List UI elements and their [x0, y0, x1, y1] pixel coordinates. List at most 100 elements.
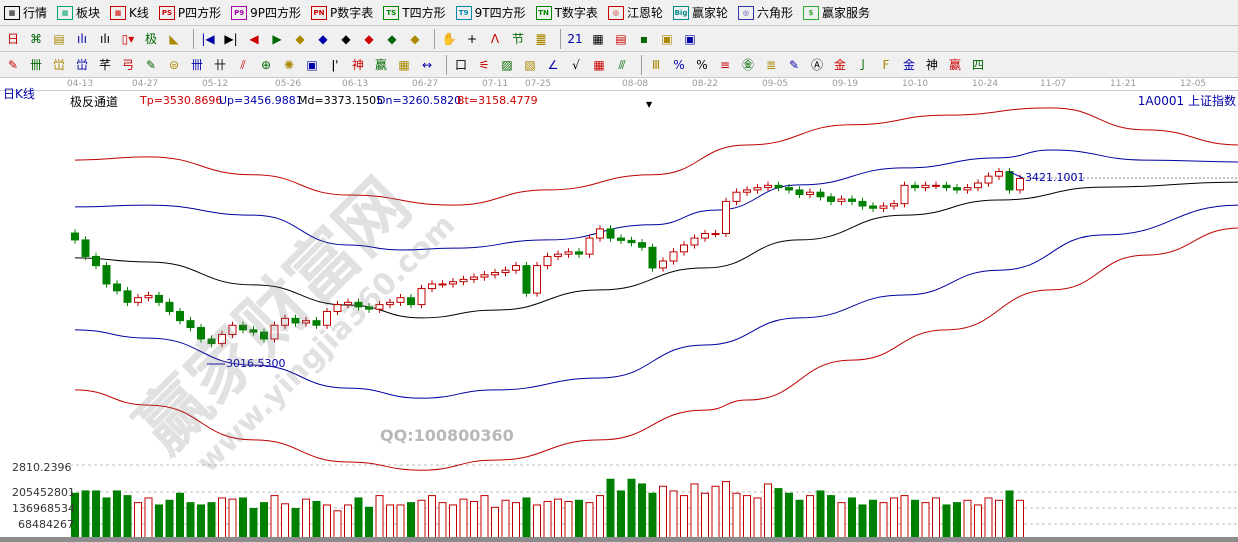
- volume-bar: [501, 499, 510, 541]
- tool-button-icon[interactable]: F: [882, 57, 890, 72]
- tool-button-icon[interactable]: ㊎: [741, 57, 754, 72]
- tool-button-icon[interactable]: ▶: [272, 31, 282, 46]
- tool-button-icon[interactable]: ✺: [283, 57, 295, 72]
- candle-body: [344, 301, 352, 306]
- tool-button-icon[interactable]: 21: [567, 31, 583, 46]
- tool-button-icon[interactable]: ◀: [249, 31, 259, 46]
- gann-wheel-icon: ◎: [607, 5, 624, 20]
- tool-button-icon[interactable]: ▪: [639, 31, 649, 46]
- tool-button-icon[interactable]: 卄: [213, 57, 226, 72]
- candle-body: [323, 310, 331, 326]
- tool-button-icon[interactable]: ᐱ: [490, 31, 500, 46]
- tool-button-icon[interactable]: |◀: [201, 31, 215, 46]
- tool-button-icon[interactable]: ▤: [615, 31, 627, 46]
- tool-button-icon[interactable]: 极: [144, 31, 157, 46]
- tool-button-icon[interactable]: ▯▾: [121, 31, 135, 46]
- tool-button-icon[interactable]: ䷀: [535, 31, 547, 46]
- tool-button-icon[interactable]: ▣: [661, 31, 673, 46]
- volume-bar: [659, 485, 667, 541]
- volume-bar: [932, 497, 940, 541]
- tool-button-icon[interactable]: ▣: [306, 57, 318, 72]
- tool-button-icon[interactable]: Ⅲ: [651, 57, 661, 72]
- tool-button-icon[interactable]: 口: [454, 57, 467, 72]
- tool-button-icon[interactable]: +: [466, 31, 478, 46]
- tool-button-icon[interactable]: ▤: [53, 31, 65, 46]
- candle-body: [974, 182, 982, 189]
- tool-button-icon[interactable]: ⊕: [260, 57, 272, 72]
- tool-button-icon[interactable]: 卌: [190, 57, 203, 72]
- tool-button-icon[interactable]: 亅: [856, 57, 869, 72]
- tool-button-icon[interactable]: ✎: [145, 57, 157, 72]
- candle-body: [396, 297, 405, 303]
- channel-line-bt: [74, 227, 1238, 471]
- volume-bar: [974, 504, 982, 541]
- tool-button-icon[interactable]: 神: [351, 57, 364, 72]
- tool-button-icon[interactable]: ▧: [524, 57, 536, 72]
- tool-button-icon[interactable]: ✎: [788, 57, 800, 72]
- tool-button-icon[interactable]: ◆: [295, 31, 305, 46]
- volume-bar: [123, 495, 132, 541]
- tool-button-icon[interactable]: ǀ': [331, 57, 339, 72]
- tool-button-icon[interactable]: ⊜: [168, 57, 180, 72]
- tool-button-icon[interactable]: ✋: [441, 31, 457, 46]
- tool-button-icon[interactable]: ⫽: [240, 57, 246, 72]
- menu-item-table[interactable]: ▦ 行情: [4, 4, 47, 21]
- winner-wheel-icon: Big: [672, 5, 689, 20]
- tool-button-icon[interactable]: ▦: [592, 31, 604, 46]
- candle-body: [942, 184, 951, 189]
- tool-button-icon[interactable]: 金: [833, 57, 846, 72]
- menu-item-blocks[interactable]: ▦ 板块: [57, 4, 100, 21]
- menu-item-winner-wheel[interactable]: Big 赢家轮: [672, 4, 728, 21]
- tool-button-icon[interactable]: ◆: [341, 31, 351, 46]
- tool-button-icon[interactable]: %: [673, 57, 685, 72]
- menu-item-tn[interactable]: TN T数字表: [535, 4, 598, 21]
- tool-button-icon[interactable]: 峃: [75, 57, 88, 72]
- tool-button-icon[interactable]: 金: [902, 57, 915, 72]
- tool-button-icon[interactable]: ılı: [76, 31, 87, 46]
- tool-button-icon[interactable]: ◣: [169, 31, 179, 46]
- menu-item-ts[interactable]: TS T四方形: [383, 4, 446, 21]
- tool-button-icon[interactable]: 峃: [52, 57, 65, 72]
- menu-item-label: 板块: [76, 6, 101, 20]
- tool-button-icon[interactable]: 赢: [948, 57, 961, 72]
- tool-button-icon[interactable]: ◆: [364, 31, 374, 46]
- menu-item-pn[interactable]: PN P数字表: [311, 4, 373, 21]
- tool-button-icon[interactable]: ⌘: [30, 31, 42, 46]
- menu-item-hexagon[interactable]: ◎ 六角形: [737, 4, 793, 21]
- tool-button-icon[interactable]: 四: [971, 57, 984, 72]
- tool-button-icon[interactable]: ılı: [99, 31, 110, 46]
- tool-button-icon[interactable]: 卌: [29, 57, 42, 72]
- tool-button-icon[interactable]: ▦: [593, 57, 605, 72]
- tool-button-icon[interactable]: √: [572, 57, 580, 72]
- tool-button-icon[interactable]: 弓: [121, 57, 134, 72]
- tool-button-icon[interactable]: %: [696, 57, 708, 72]
- tool-button-icon[interactable]: ◆: [410, 31, 420, 46]
- tool-button-icon[interactable]: ↔: [421, 57, 433, 72]
- tool-button-icon[interactable]: ∠: [547, 57, 559, 72]
- menu-item-gann-wheel[interactable]: ◎ 江恩轮: [607, 4, 663, 21]
- tool-button-icon[interactable]: ◆: [318, 31, 328, 46]
- tool-button-icon[interactable]: ⫻: [618, 57, 626, 72]
- tool-button-icon[interactable]: ▦: [398, 57, 410, 72]
- tool-button-icon[interactable]: 节: [511, 31, 524, 46]
- date-tick-label: 07-25: [525, 79, 552, 89]
- tool-button-icon[interactable]: ▶|: [224, 31, 238, 46]
- tool-button-icon[interactable]: ≣: [765, 57, 777, 72]
- candle-body: [606, 228, 615, 239]
- tool-button-icon[interactable]: ⚟: [478, 57, 490, 72]
- tool-button-icon[interactable]: Ⓐ: [810, 57, 823, 72]
- menu-item-p9[interactable]: P9 9P四方形: [231, 4, 301, 21]
- tool-button-icon[interactable]: ✎: [7, 57, 19, 72]
- tool-button-icon[interactable]: ▣: [684, 31, 696, 46]
- menu-item-ps[interactable]: PS P四方形: [158, 4, 221, 21]
- menu-item-t9[interactable]: T9 9T四方形: [455, 4, 526, 21]
- tool-button-icon[interactable]: 芊: [98, 57, 111, 72]
- menu-item-dollar[interactable]: $ 赢家服务: [802, 4, 870, 21]
- tool-button-icon[interactable]: 神: [925, 57, 938, 72]
- tool-button-icon[interactable]: ◆: [387, 31, 397, 46]
- tool-button-icon[interactable]: 赢: [374, 57, 387, 72]
- tool-button-icon[interactable]: ▨: [501, 57, 513, 72]
- menu-item-kline[interactable]: ▦ K线: [110, 4, 149, 21]
- tool-button-icon[interactable]: ≡: [719, 57, 731, 72]
